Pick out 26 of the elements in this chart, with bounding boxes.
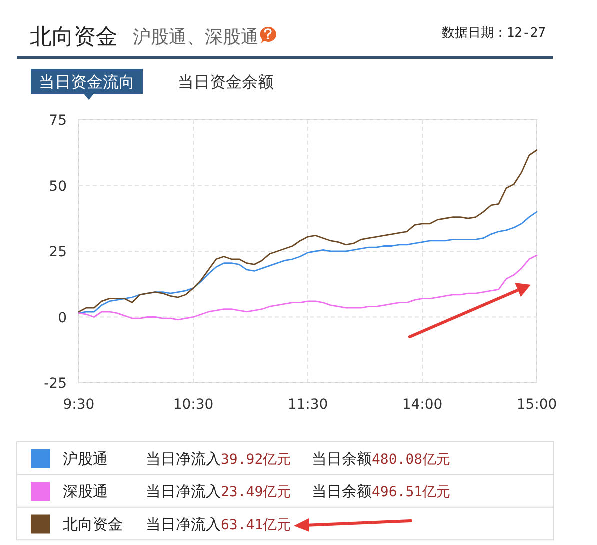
legend-label: 深股通 (63, 482, 108, 501)
x-tick-label: 14:00 (402, 397, 443, 413)
text: 当日资金余额 (178, 72, 274, 92)
text: 数据日期：12-27 (442, 26, 546, 41)
legend-label: 北向资金 (63, 515, 123, 534)
line-series (78, 150, 538, 313)
x-tick-label: 11:30 (288, 397, 328, 413)
chart-subtitle: 沪股通、深股通 (133, 27, 259, 48)
text: 当日资金流向 (39, 72, 135, 92)
y-tick-label: 0 (58, 310, 67, 326)
text: 当日余额496.51亿元 (312, 482, 451, 501)
legend-label: 沪股通 (63, 450, 108, 468)
x-tick-label: 15:00 (516, 397, 558, 413)
y-tick-label: 50 (49, 178, 67, 195)
line-series (78, 254, 538, 321)
text: 当日净流入39.92亿元 (146, 450, 292, 468)
y-tick-label: 25 (49, 244, 67, 260)
text: 当日净流入63.41亿元 (146, 515, 292, 534)
x-tick-label: 9:30 (63, 397, 95, 413)
line-series (78, 211, 538, 314)
chart-title: 北向资金 (30, 25, 118, 50)
text: 当日净流入23.49亿元 (146, 482, 292, 501)
text: 当日余额480.08亿元 (312, 450, 451, 468)
x-tick-label: 10:30 (173, 397, 214, 413)
y-tick-label: -25 (44, 376, 67, 392)
y-tick-label: 75 (49, 113, 67, 129)
